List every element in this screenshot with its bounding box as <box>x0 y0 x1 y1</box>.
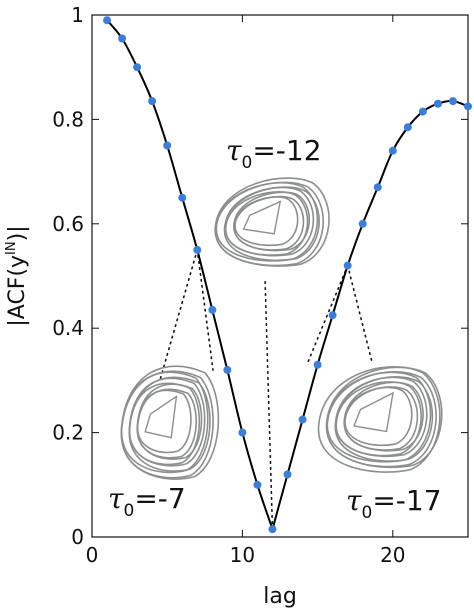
acf-point <box>373 183 382 192</box>
connector-line <box>196 249 214 371</box>
attractor-loop <box>344 386 413 447</box>
y-tick-label: 0 <box>71 525 84 549</box>
y-tick-label: 0.8 <box>52 107 84 131</box>
x-axis-title: lag <box>263 584 297 609</box>
tau-value: =-7 <box>134 482 185 515</box>
y-tick-label: 0.4 <box>52 316 84 340</box>
plot-area <box>91 14 469 538</box>
attractor-tau-12 <box>214 177 330 267</box>
y-tick-label: 1 <box>71 3 84 27</box>
x-tick-label: 10 <box>230 543 255 567</box>
acf-point <box>163 141 172 150</box>
attractor-loop <box>343 381 424 452</box>
connector-line <box>346 264 373 363</box>
tau-label: τ0=-12 <box>226 134 322 173</box>
acf-point <box>433 99 442 108</box>
x-tick-label: 20 <box>380 543 405 567</box>
acf-point <box>448 97 457 106</box>
axes-box <box>91 14 469 538</box>
attractor-tau-17 <box>317 366 443 473</box>
acf-point <box>464 102 472 111</box>
acf-point <box>238 428 247 437</box>
tau-subscript: 0 <box>362 503 373 523</box>
acf-point <box>403 123 412 132</box>
acf-point <box>178 193 187 202</box>
connector-line <box>307 264 349 363</box>
tau-subscript: 0 <box>124 501 135 521</box>
attractor-loop <box>128 376 211 472</box>
x-tick-label: 0 <box>86 543 99 567</box>
tau-symbol: τ <box>108 482 124 515</box>
tau-label: τ0=-7 <box>108 482 186 521</box>
acf-point <box>133 63 142 72</box>
acf-point <box>148 97 157 106</box>
attractor-loop <box>325 366 443 469</box>
acf-point <box>268 525 277 534</box>
acf-point <box>328 311 337 320</box>
attractor-loop <box>223 186 320 262</box>
y-axis-title-main: |ACF(y <box>5 255 30 327</box>
tau-label: τ0=-17 <box>346 484 442 523</box>
tau-symbol: τ <box>226 134 242 167</box>
acf-point <box>118 34 127 43</box>
tau-value: =-17 <box>372 484 441 517</box>
attractor-loop <box>233 191 311 252</box>
acf-point <box>358 219 367 228</box>
attractor-loop <box>214 177 330 267</box>
attractor-loop <box>136 383 203 460</box>
attractor-core <box>144 394 178 439</box>
acf-point <box>253 480 262 489</box>
series-layer <box>103 16 472 534</box>
y-tick-label: 0.2 <box>52 421 84 445</box>
attractor-loop <box>120 365 220 480</box>
attractor-loop <box>334 376 434 462</box>
connector-line <box>159 249 199 381</box>
y-axis-title-close: )| <box>5 225 30 241</box>
axis-ticks: 00.20.40.60.810 10 20 <box>52 3 468 567</box>
acf-point <box>283 470 292 479</box>
acf-point <box>103 16 112 25</box>
acf-point <box>208 305 217 314</box>
acf-point <box>388 146 397 155</box>
attractor-insets <box>120 177 443 480</box>
attractor-loop <box>335 381 422 457</box>
tau-symbol: τ <box>346 484 362 517</box>
acf-point <box>313 360 322 369</box>
acf-point <box>418 107 427 116</box>
tau-value: =-12 <box>252 134 321 167</box>
attractor-core <box>242 200 282 235</box>
acf-point <box>193 245 202 254</box>
acf-point <box>343 261 352 270</box>
attractor-loop <box>234 196 299 247</box>
y-axis-title: |ACF(yIN)| <box>4 225 30 326</box>
tau-subscript: 0 <box>242 153 253 173</box>
connector-line <box>264 277 274 530</box>
acf-point <box>223 365 232 374</box>
connector-lines <box>159 249 373 530</box>
attractor-core <box>353 391 394 433</box>
y-axis-title-sup: IN <box>4 241 19 255</box>
attractor-tau-7 <box>120 365 220 480</box>
y-tick-label: 0.6 <box>52 212 84 236</box>
acf-point <box>298 415 307 424</box>
attractor-loop <box>317 366 441 473</box>
